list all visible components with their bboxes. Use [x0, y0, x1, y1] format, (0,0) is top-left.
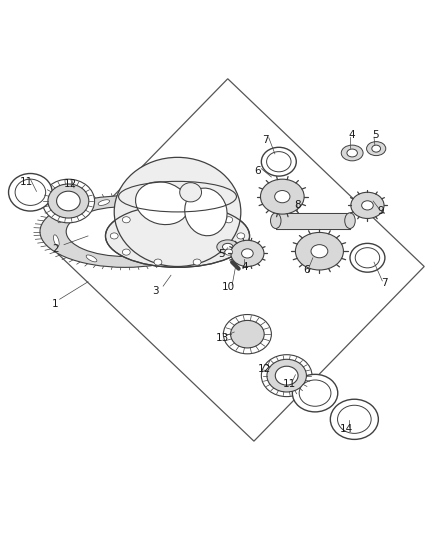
Ellipse shape: [261, 179, 304, 214]
Text: 12: 12: [64, 179, 77, 189]
Ellipse shape: [135, 182, 189, 224]
Ellipse shape: [191, 217, 197, 228]
Ellipse shape: [193, 207, 201, 213]
Ellipse shape: [9, 174, 52, 211]
Ellipse shape: [217, 240, 239, 254]
Text: 7: 7: [381, 278, 387, 288]
Ellipse shape: [261, 354, 312, 397]
Ellipse shape: [225, 217, 233, 223]
Ellipse shape: [230, 320, 264, 348]
Ellipse shape: [362, 201, 373, 210]
Text: 14: 14: [340, 424, 353, 434]
Text: 6: 6: [303, 265, 310, 275]
Ellipse shape: [185, 188, 227, 236]
Text: 4: 4: [241, 262, 247, 271]
Ellipse shape: [53, 235, 59, 246]
Ellipse shape: [57, 191, 80, 211]
Text: 6: 6: [254, 166, 261, 176]
Ellipse shape: [154, 207, 162, 213]
Ellipse shape: [299, 380, 331, 406]
Ellipse shape: [86, 255, 97, 262]
Ellipse shape: [275, 366, 298, 385]
Text: 11: 11: [283, 379, 297, 390]
Text: 1: 1: [52, 298, 59, 309]
Ellipse shape: [261, 147, 296, 176]
Ellipse shape: [42, 179, 95, 223]
Ellipse shape: [367, 142, 386, 156]
Ellipse shape: [347, 149, 357, 157]
Ellipse shape: [267, 151, 291, 172]
Ellipse shape: [237, 233, 245, 239]
Ellipse shape: [311, 245, 328, 258]
Text: 11: 11: [20, 177, 34, 187]
Ellipse shape: [275, 190, 290, 203]
Text: 3: 3: [152, 286, 159, 295]
Ellipse shape: [292, 374, 338, 412]
Ellipse shape: [372, 145, 381, 152]
Ellipse shape: [185, 240, 192, 251]
Ellipse shape: [330, 399, 378, 439]
Ellipse shape: [180, 183, 201, 202]
Ellipse shape: [223, 244, 233, 251]
Ellipse shape: [40, 196, 210, 268]
Ellipse shape: [15, 179, 46, 205]
Text: 4: 4: [348, 130, 355, 140]
Ellipse shape: [110, 233, 118, 239]
Text: 13: 13: [216, 333, 229, 343]
Ellipse shape: [153, 201, 164, 208]
Ellipse shape: [355, 248, 380, 268]
Ellipse shape: [141, 258, 152, 263]
Text: 12: 12: [258, 364, 271, 374]
Ellipse shape: [231, 240, 264, 266]
Ellipse shape: [48, 184, 89, 218]
Ellipse shape: [66, 207, 184, 256]
Text: 2: 2: [52, 244, 59, 254]
Ellipse shape: [58, 212, 65, 223]
Text: 9: 9: [377, 206, 384, 216]
Ellipse shape: [345, 213, 355, 229]
Ellipse shape: [338, 405, 371, 433]
Ellipse shape: [154, 259, 162, 265]
Ellipse shape: [341, 145, 363, 161]
Text: 7: 7: [262, 135, 269, 146]
Ellipse shape: [350, 244, 385, 272]
Ellipse shape: [351, 192, 384, 219]
Ellipse shape: [122, 217, 130, 223]
Text: 8: 8: [294, 199, 301, 209]
Ellipse shape: [225, 249, 233, 255]
Ellipse shape: [223, 314, 272, 354]
Ellipse shape: [122, 249, 130, 255]
Text: 5: 5: [218, 249, 225, 259]
Text: 10: 10: [222, 282, 235, 292]
Ellipse shape: [242, 249, 253, 258]
Ellipse shape: [271, 213, 281, 229]
Text: 5: 5: [372, 130, 378, 140]
Ellipse shape: [98, 200, 110, 205]
Ellipse shape: [114, 157, 241, 266]
Ellipse shape: [267, 359, 307, 392]
Ellipse shape: [106, 205, 250, 268]
Ellipse shape: [295, 232, 343, 270]
Ellipse shape: [193, 259, 201, 265]
